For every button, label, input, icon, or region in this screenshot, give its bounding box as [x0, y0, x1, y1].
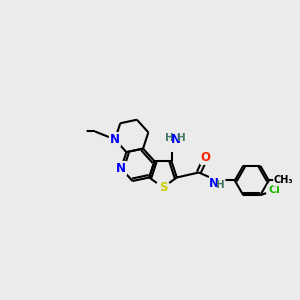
Text: H: H: [216, 181, 225, 190]
Text: N: N: [170, 133, 181, 146]
Text: N: N: [110, 133, 120, 146]
Text: N: N: [116, 162, 126, 175]
Text: CH₃: CH₃: [274, 176, 294, 185]
Circle shape: [209, 172, 225, 188]
Circle shape: [115, 162, 127, 174]
Circle shape: [275, 172, 293, 190]
Text: S: S: [159, 181, 167, 194]
Text: N: N: [209, 177, 219, 190]
Text: Cl: Cl: [268, 185, 280, 195]
Circle shape: [68, 122, 86, 140]
Circle shape: [161, 131, 182, 151]
Circle shape: [109, 134, 121, 146]
Circle shape: [266, 182, 282, 198]
Text: O: O: [201, 151, 211, 164]
Circle shape: [200, 152, 212, 164]
Text: H: H: [177, 133, 186, 143]
Circle shape: [156, 181, 170, 194]
Text: H: H: [165, 133, 174, 143]
